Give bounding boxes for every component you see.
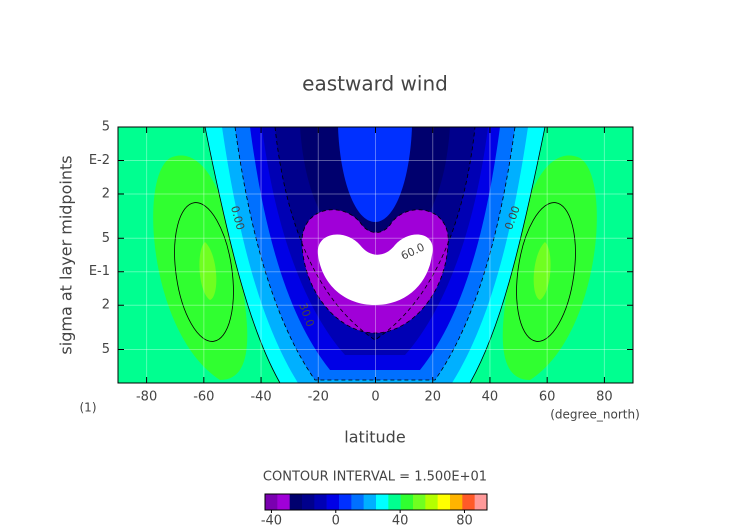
x-tick-label: 0 (371, 390, 379, 405)
contour-region (338, 127, 412, 222)
x-tick-label: 20 (424, 390, 441, 405)
x-tick-label: -20 (308, 390, 329, 405)
colorbar-cell (326, 494, 340, 510)
plot-frame (117, 126, 634, 384)
y-tick-label: 5 (102, 231, 110, 246)
y-tick-label: 5 (102, 120, 110, 135)
contour-line (234, 126, 516, 381)
contour-line (274, 126, 476, 341)
x-tick-label: -80 (136, 390, 157, 405)
contour-label: 0.00 (228, 204, 247, 231)
colorbar-cell (363, 494, 377, 510)
colorbar-cell (277, 494, 290, 510)
colorbar-tick-label: 40 (392, 514, 409, 529)
contour-line (174, 202, 234, 342)
contour-line (469, 126, 546, 384)
contour-line (516, 202, 576, 342)
colorbar-frame (264, 493, 488, 511)
contour-region (533, 242, 551, 300)
colorbar-cell (289, 494, 303, 510)
y-tick-label: 5 (102, 342, 110, 357)
colorbar-cell (265, 494, 278, 510)
colorbar-cell (302, 494, 315, 510)
contour-line (301, 209, 449, 334)
y-axis-label: sigma at layer midpoints (57, 155, 76, 354)
colorbar-cell (462, 494, 475, 510)
colorbar-cell (437, 494, 451, 510)
y-tick-label: E-1 (89, 264, 110, 279)
x-tick-label: -40 (250, 390, 271, 405)
x-tick-label: 60 (539, 390, 556, 405)
x-tick-label: -60 (193, 390, 214, 405)
colorbar-tick-label: 80 (456, 514, 473, 529)
contour-field (118, 127, 633, 383)
contour-lines (174, 126, 576, 384)
colorbar-cell (450, 494, 463, 510)
colorbar-cell (425, 494, 438, 510)
contour-interval: CONTOUR INTERVAL = 1.500E+01 (263, 470, 487, 485)
chart-title: eastward wind (302, 72, 448, 96)
y-unit: (1) (80, 401, 97, 415)
x-tick-label: 80 (596, 390, 613, 405)
colorbar-cell (400, 494, 414, 510)
colorbar-cell (376, 494, 389, 510)
colorbar-tick-label: 0 (332, 514, 340, 529)
y-tick-label: E-2 (89, 153, 110, 168)
colorbar-cell (474, 494, 488, 510)
colorbar-cell (314, 494, 327, 510)
y-tick-label: 2 (102, 186, 110, 201)
contour-region (199, 242, 217, 300)
x-tick-label: 40 (482, 390, 499, 405)
y-tick-label: 2 (102, 298, 110, 313)
colorbar-tick-label: -40 (261, 514, 282, 529)
colorbar-cell (413, 494, 426, 510)
colorbar-cell (388, 494, 401, 510)
contour-line (204, 126, 281, 384)
x-unit: (degree_north) (550, 408, 640, 422)
x-axis-label: latitude (344, 428, 405, 447)
colorbar-cell (351, 494, 364, 510)
contour-region (317, 234, 433, 305)
colorbar-cell (339, 494, 352, 510)
